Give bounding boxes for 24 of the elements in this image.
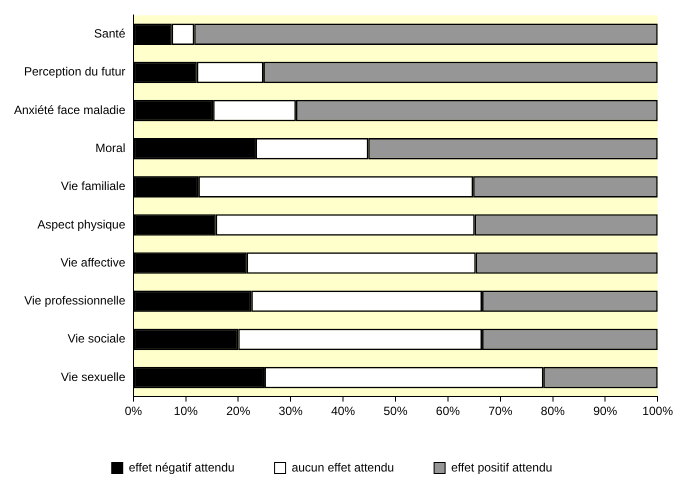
y-tick-label: Perception du futur — [24, 64, 126, 79]
y-tick-label: Anxiété face maladie — [14, 102, 126, 117]
y-tick-label: Vie familiale — [60, 179, 126, 194]
x-tick-label: 0% — [124, 404, 142, 418]
y-tick-label: Moral — [95, 141, 126, 156]
x-tick-label: 60% — [436, 404, 460, 418]
x-tick-label: 50% — [384, 404, 408, 418]
y-tick-label: Vie sexuelle — [60, 370, 126, 384]
y-tick-label: Aspect physique — [37, 217, 126, 232]
y-tick-label: Vie affective — [60, 255, 126, 270]
x-tick-label: 40% — [331, 404, 356, 418]
x-tick-label: 20% — [226, 404, 251, 418]
legend-label: aucun effet attendu — [292, 460, 394, 474]
x-tick-label: 70% — [488, 404, 513, 418]
x-tick-label: 90% — [593, 404, 618, 418]
y-tick-label: Vie professionnelle — [24, 294, 126, 308]
y-tick-label: Vie sociale — [68, 332, 126, 346]
x-tick-label: 80% — [540, 404, 566, 418]
x-tick-label: 30% — [278, 404, 304, 418]
legend-label: effet négatif attendu — [128, 460, 235, 474]
x-tick-label: 100% — [642, 404, 674, 418]
x-tick-label: 10% — [174, 404, 198, 418]
y-tick-label: Santé — [94, 26, 126, 41]
legend-label: effet positif attendu — [451, 460, 552, 474]
